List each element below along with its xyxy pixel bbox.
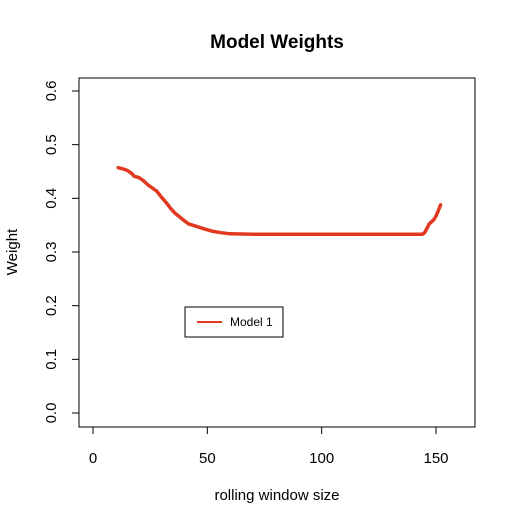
y-tick-label: 0.3 (43, 242, 60, 263)
x-tick-label: 100 (309, 450, 334, 467)
y-axis-label: Weight (4, 228, 21, 275)
y-tick-label: 0.6 (43, 81, 60, 102)
x-tick-label: 150 (423, 450, 448, 467)
x-axis-label: rolling window size (214, 487, 339, 504)
y-tick-label: 0.2 (43, 295, 60, 316)
y-tick-label: 0.4 (43, 188, 60, 209)
series-line-model-1 (116, 165, 443, 237)
legend-label-model-1: Model 1 (230, 315, 273, 329)
y-tick-label: 0.5 (43, 134, 60, 155)
y-tick-label: 0.1 (43, 349, 60, 370)
plot-frame (78, 77, 476, 428)
series-layer (116, 165, 443, 237)
x-tick-label: 0 (89, 450, 97, 467)
chart-title: Model Weights (210, 32, 344, 53)
x-tick-label: 50 (199, 450, 216, 467)
y-axis: 0.0 0.1 0.2 0.3 0.4 0.5 0.6 (43, 81, 80, 424)
y-tick-label: 0.0 (43, 403, 60, 424)
legend: Model 1 (184, 306, 284, 338)
x-axis: 0 50 100 150 (89, 426, 449, 467)
